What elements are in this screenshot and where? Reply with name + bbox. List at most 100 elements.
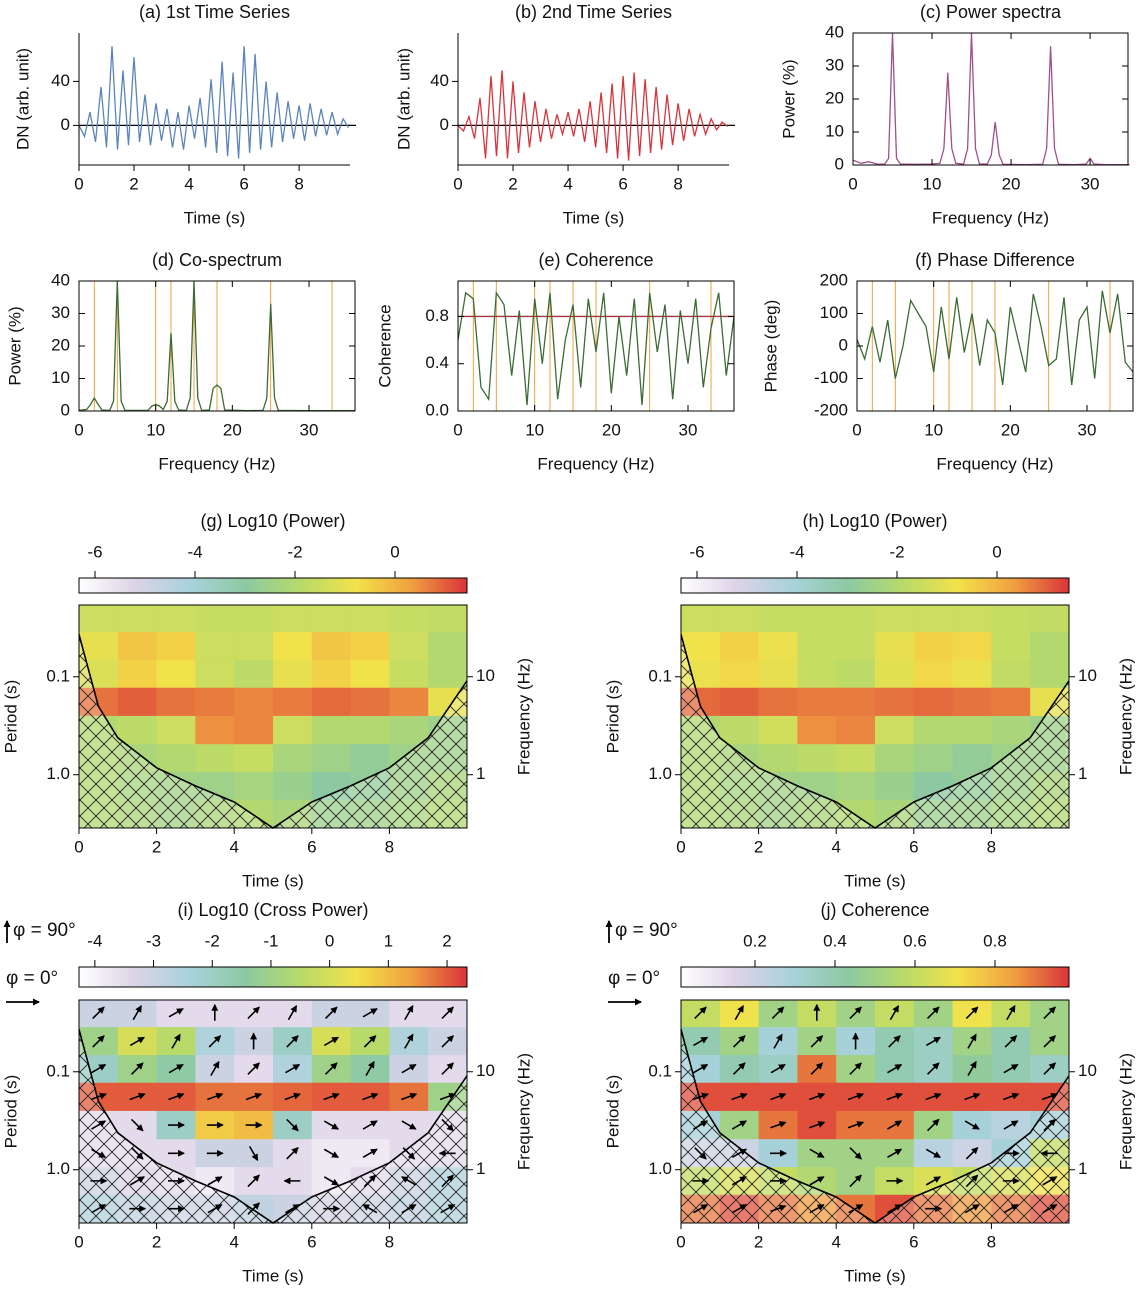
heatmap-cell: [875, 772, 915, 801]
y-tick-label: 30: [825, 55, 844, 74]
x-tick-label: 8: [385, 837, 394, 856]
x-tick-label: 10: [923, 174, 942, 193]
heatmap-cell: [273, 687, 313, 717]
phase-arrow: [439, 1092, 457, 1101]
y-axis-label: DN (arb. unit): [13, 48, 32, 150]
heatmap-cell: [836, 1000, 876, 1028]
heatmap-cell: [273, 660, 313, 689]
y-tick-label: 1.0: [648, 764, 672, 783]
phase-arrow: [732, 1062, 746, 1075]
phase-arrow: [887, 1148, 903, 1159]
heatmap-cell: [156, 1000, 196, 1028]
heatmap-cell: [875, 744, 915, 773]
y-tick-label: 0: [61, 115, 70, 134]
heatmap-cell: [1030, 1000, 1070, 1028]
y-tick-label: 0: [835, 154, 844, 173]
heatmap-cell: [156, 632, 196, 661]
colorbar: [78, 577, 468, 594]
heatmap-cell: [719, 715, 760, 745]
phase-arrow: [210, 1060, 220, 1077]
heatmap-cell: [913, 660, 954, 689]
colorbar-tick-label: 0: [325, 931, 334, 950]
phase-arrow: [849, 1006, 862, 1020]
phase-arrow: [771, 1006, 785, 1020]
colorbar-tick-label: 0.4: [823, 931, 847, 950]
heatmap-cell: [681, 605, 721, 633]
heatmap-cell: [758, 1000, 798, 1028]
phase-arrow: [207, 1176, 223, 1186]
phase-arrow: [247, 1062, 260, 1075]
phase-arrow: [401, 1092, 418, 1101]
phase-arrow: [285, 1203, 301, 1214]
x-tick-label: 10: [924, 420, 943, 439]
colorbar-tick-label: -4: [187, 542, 202, 561]
phase-arrow: [324, 1006, 338, 1020]
plot-frame: [457, 280, 735, 412]
heatmap-cell: [991, 660, 1031, 689]
phase-arrow: [965, 1174, 979, 1188]
phase-arrow: [731, 1176, 747, 1186]
heatmap-cell: [389, 632, 429, 661]
phase-arrow: [965, 1146, 979, 1160]
phase-arrow: [1003, 1063, 1019, 1074]
heatmap-cell: [719, 605, 760, 633]
phase-arrow: [323, 1092, 340, 1101]
heatmap-cell: [234, 605, 274, 633]
phase-arrow: [168, 1092, 185, 1101]
heatmap-cell: [234, 632, 274, 661]
y-axis-label: Period (s): [1, 680, 20, 754]
x-tick-label: 6: [909, 1232, 918, 1251]
colorbar-tick-label: -2: [205, 931, 220, 950]
phase-arrow: [925, 1148, 941, 1159]
y-tick-label: 200: [820, 270, 848, 289]
x-axis-label: Time (s): [844, 871, 906, 890]
heatmap-cell: [875, 687, 915, 717]
phase-arrow: [168, 1008, 184, 1018]
y-tick-label: 40: [825, 22, 844, 41]
heatmap-cell: [991, 632, 1031, 661]
heatmap-cell: [273, 632, 313, 661]
phase-arrow: [441, 1062, 454, 1075]
colorbar-tick-label: 0.8: [983, 931, 1007, 950]
phase-arrow: [284, 1092, 301, 1101]
chart-title: (c) Power spectra: [920, 2, 1062, 22]
phase-arrow: [363, 1174, 377, 1188]
x-tick-label: 4: [229, 1232, 238, 1251]
heatmap-cell: [195, 744, 235, 773]
heatmap-cell: [913, 687, 954, 717]
x-axis-label: Time (s): [184, 208, 246, 227]
heatmap-cell: [117, 660, 158, 689]
phase-arrow: [90, 1092, 107, 1101]
colorbar: [680, 577, 1070, 594]
heatmap-cell: [797, 605, 837, 633]
legend-label: φ = 0°: [6, 968, 58, 989]
y-tick-label: 0.1: [46, 666, 70, 685]
heatmap-cell: [156, 660, 196, 689]
heatmap-cell: [350, 632, 390, 661]
x-tick-label: 6: [909, 837, 918, 856]
phase-arrow: [404, 1033, 414, 1049]
x-tick-label: 0: [676, 837, 685, 856]
phase-arrow: [773, 1033, 783, 1049]
phase-arrow: [168, 1063, 184, 1074]
heatmap-cell: [311, 605, 352, 633]
y-tick-label: 0.1: [46, 1061, 70, 1080]
plot-frame: [78, 999, 468, 1224]
data-line: [78, 46, 350, 159]
phase-arrow: [286, 1035, 299, 1048]
phase-arrow: [693, 1063, 709, 1074]
y-axis-label: Phase (deg): [761, 300, 780, 393]
y-tick-label: 0.8: [425, 306, 449, 325]
x-axis-label: Time (s): [242, 1266, 304, 1285]
phase-arrow: [365, 1060, 375, 1077]
x-tick-label: 4: [563, 174, 572, 193]
phase-arrow: [849, 1147, 862, 1160]
phase-arrow: [964, 1092, 981, 1101]
heatmap-cell: [875, 660, 915, 689]
heatmap-cell: [156, 744, 196, 773]
x-tick-label: 4: [184, 174, 193, 193]
phase-arrow: [401, 1176, 417, 1186]
heatmap-cell: [350, 1000, 390, 1028]
heatmap-cell: [758, 715, 798, 745]
